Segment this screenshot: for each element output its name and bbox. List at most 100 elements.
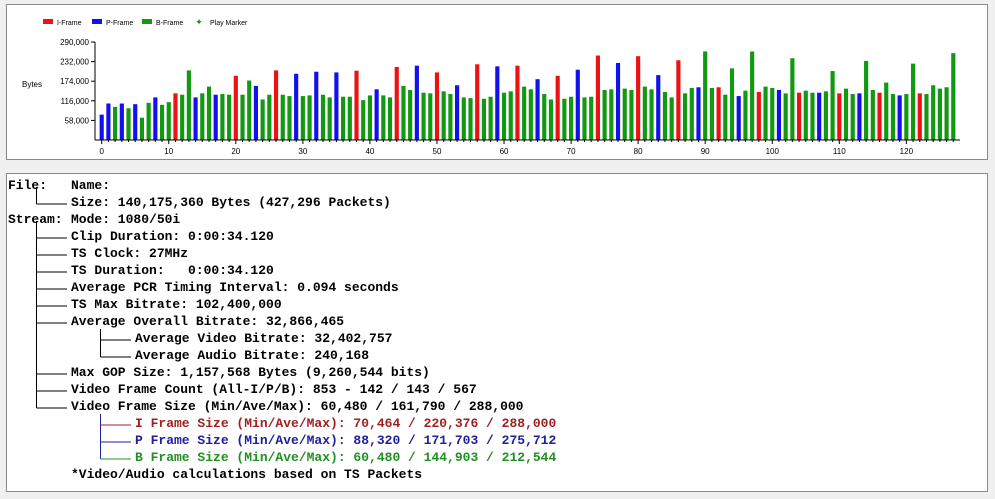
bar-frame-25: [267, 94, 272, 140]
bar-frame-121: [910, 63, 916, 140]
bar-frame-41: [374, 89, 379, 140]
bar-frame-78: [622, 88, 627, 140]
bar-frame-28: [287, 96, 292, 140]
bar-frame-42: [381, 95, 386, 140]
bar-frame-64: [528, 89, 533, 140]
file-size: Size: 140,175,360 Bytes (427,296 Packets…: [71, 195, 391, 210]
bar-frame-92: [716, 87, 721, 140]
bar-frame-51: [441, 91, 446, 140]
bar-frame-106: [810, 92, 815, 140]
bar-frame-118: [890, 94, 896, 140]
chart-canvas: I-Frame P-Frame B-Frame ✦ Play Marker Bytes …: [22, 18, 960, 156]
bar-frame-23: [253, 85, 259, 140]
bar-frame-76: [609, 89, 614, 140]
avg-pcr-interval: Average PCR Timing Interval: 0.094 secon…: [71, 280, 399, 295]
stream-label: Stream:: [8, 212, 63, 227]
x-tick-label: 100: [766, 147, 780, 156]
i-frame-size: I Frame Size (Min/Ave/Max): 70,464 / 220…: [135, 416, 557, 431]
bar-frame-91: [709, 87, 714, 140]
bar-frame-123: [924, 94, 929, 140]
bar-frame-73: [589, 96, 594, 140]
bar-frame-74: [595, 55, 600, 140]
bar-frame-116: [877, 92, 882, 140]
bar-frame-71: [575, 69, 580, 140]
bar-frame-14: [193, 97, 198, 140]
video-frame-size: Video Frame Size (Min/Ave/Max): 60,480 /…: [71, 399, 524, 414]
y-axis: 58,000 116,000 174,000 232,000 290,000: [60, 38, 95, 125]
bar-frame-68: [555, 75, 560, 140]
bar-frame-83: [656, 75, 661, 140]
x-tick-label: 20: [231, 147, 240, 156]
bar-frame-102: [783, 93, 788, 140]
legend-label-p: P-Frame: [106, 20, 133, 27]
bar-frame-63: [522, 86, 527, 140]
stream-info-panel[interactable]: File: Name: Size: 140,175,360 Bytes (427…: [6, 173, 988, 492]
x-tick-label: 70: [567, 147, 576, 156]
bar-frame-56: [475, 64, 480, 140]
ts-duration: TS Duration: 0:00:34.120: [71, 263, 274, 278]
bar-frame-55: [468, 98, 473, 140]
bar-frame-59: [495, 66, 500, 140]
bar-frame-89: [696, 87, 701, 140]
bar-frame-1: [106, 103, 111, 140]
bar-frame-117: [884, 82, 889, 140]
bar-frame-82: [649, 89, 654, 140]
bar-frame-69: [562, 98, 567, 140]
bar-frame-75: [602, 89, 607, 140]
bar-frame-98: [756, 92, 761, 140]
bar-frame-40: [367, 95, 373, 140]
x-tick-label: 40: [365, 147, 374, 156]
bar-frame-26: [273, 70, 279, 140]
bar-frame-94: [729, 68, 735, 140]
bar-frame-100: [770, 87, 775, 140]
y-tick-label: 290,000: [60, 38, 89, 47]
bar-frame-114: [864, 60, 869, 141]
bar-frame-31: [307, 95, 312, 140]
avg-audio-bitrate: Average Audio Bitrate: 240,168: [135, 348, 370, 363]
bar-frame-109: [830, 71, 835, 140]
x-tick-label: 90: [701, 147, 710, 156]
legend-swatch-p: [92, 19, 102, 24]
bar-frame-36: [341, 96, 346, 140]
legend-swatch-b: [142, 19, 152, 24]
bar-frame-6: [139, 117, 145, 140]
bar-frame-32: [314, 71, 319, 140]
bar-frame-112: [850, 94, 855, 140]
bar-frame-61: [508, 91, 513, 140]
bar-frame-27: [280, 94, 285, 140]
bar-frame-44: [394, 67, 399, 140]
bar-frame-5: [133, 104, 138, 140]
bar-frame-52: [448, 94, 453, 140]
bar-frame-46: [408, 89, 413, 140]
max-gop-size: Max GOP Size: 1,157,568 Bytes (9,260,544…: [71, 365, 430, 380]
x-tick-label: 50: [433, 147, 442, 156]
bar-frame-126: [944, 87, 949, 140]
bar-frame-16: [206, 86, 212, 140]
bar-frame-12: [180, 94, 185, 140]
bar-frame-0: [99, 114, 104, 140]
y-tick-label: 58,000: [65, 116, 90, 125]
bar-frame-54: [461, 97, 466, 140]
file-label: File:: [8, 178, 48, 193]
legend-label-b: B-Frame: [156, 20, 183, 27]
b-frame-size: B Frame Size (Min/Ave/Max): 60,480 / 144…: [135, 450, 557, 465]
legend-label-i: I-Frame: [57, 20, 82, 27]
bar-frame-70: [569, 96, 574, 140]
x-tick-label: 10: [164, 147, 173, 156]
bar-frame-84: [662, 92, 668, 140]
bar-frame-38: [354, 70, 359, 140]
bar-frame-127: [951, 53, 956, 140]
bar-frame-96: [743, 90, 748, 140]
bar-frame-29: [294, 73, 299, 140]
bar-frame-33: [320, 94, 326, 140]
bar-frame-81: [642, 86, 647, 140]
bar-frame-119: [897, 95, 902, 140]
bar-frame-8: [153, 97, 158, 140]
bar-frame-113: [857, 93, 862, 140]
bar-frame-2: [113, 106, 118, 140]
bar-frame-21: [240, 94, 245, 140]
avg-overall-bitrate: Average Overall Bitrate: 32,866,465: [71, 314, 345, 329]
ts-clock: TS Clock: 27MHz: [71, 246, 189, 261]
bar-frame-57: [481, 98, 486, 140]
y-axis-label: Bytes: [22, 80, 42, 89]
